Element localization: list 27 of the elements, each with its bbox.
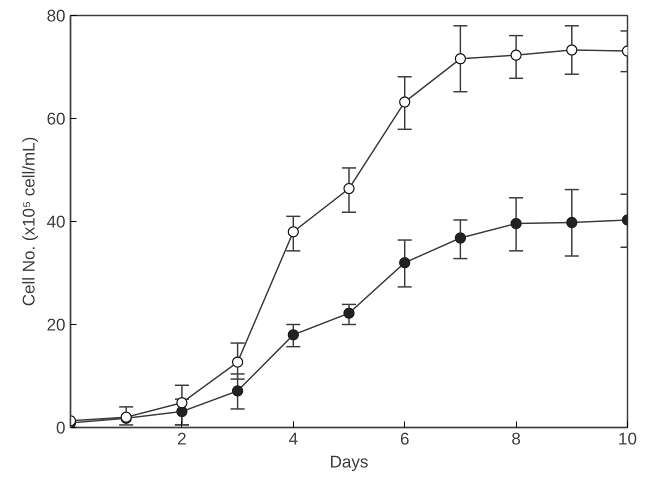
y-axis-title: Cell No. (x10⁵ cell/mL)	[20, 136, 39, 306]
point	[566, 44, 578, 56]
point	[399, 96, 410, 108]
y-tick-label: 20	[46, 316, 66, 334]
x-tick-label: 4	[288, 430, 298, 448]
point	[510, 50, 522, 61]
point	[510, 218, 522, 230]
point	[232, 385, 244, 397]
x-tick-label: 10	[618, 430, 637, 448]
y-tick-label: 0	[56, 418, 66, 438]
y-tick-label: 60	[46, 110, 66, 128]
point	[343, 182, 355, 194]
point	[566, 216, 578, 228]
x-tick-label: 2	[177, 430, 187, 448]
x-tick-label: 8	[511, 430, 521, 448]
point	[399, 257, 410, 268]
y-tick-label: 80	[46, 6, 66, 26]
x-axis-title: Days	[330, 452, 368, 472]
point	[232, 356, 244, 368]
point	[288, 226, 299, 238]
point	[176, 397, 188, 408]
point	[343, 308, 355, 319]
point	[288, 329, 299, 340]
x-tick-label: 6	[400, 430, 410, 448]
point	[454, 232, 466, 244]
point	[454, 53, 466, 64]
y-tick-label: 40	[46, 212, 66, 232]
